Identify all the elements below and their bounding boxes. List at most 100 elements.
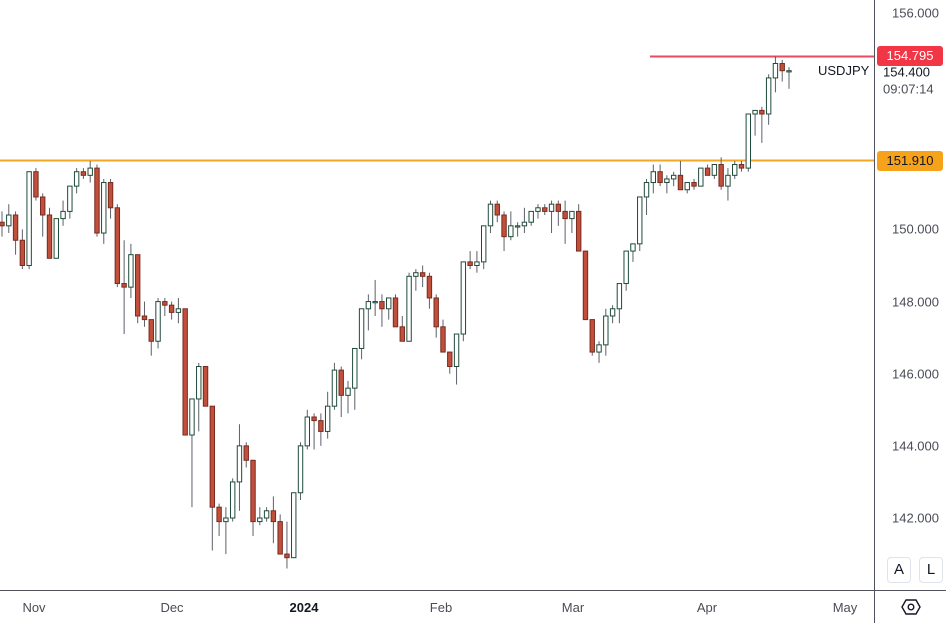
candle [399,316,405,342]
price-tick: 150.000 [892,221,939,237]
candle [0,211,5,237]
candle [250,459,256,537]
candlestick-chart[interactable] [0,0,874,590]
candle [107,178,114,219]
candle [623,250,629,291]
candle [318,413,324,446]
candle [60,200,66,226]
candle [711,164,718,179]
candle [677,160,684,191]
auto-scale-button[interactable]: A [887,557,911,583]
log-scale-button[interactable]: L [919,557,943,583]
candle [148,319,154,356]
candle [189,398,195,508]
time-label: Dec [160,600,184,615]
candle [670,171,677,187]
candle [440,319,446,353]
candle [216,503,222,537]
candle [718,157,724,190]
price-tick: 148.000 [892,294,939,310]
candle [80,168,87,179]
candle [379,294,385,327]
candle [453,333,460,385]
candle [589,319,595,356]
candle [657,164,663,187]
candle [257,507,263,526]
candle [548,200,555,234]
candle [487,200,494,234]
candle [582,250,589,321]
candle [650,164,657,194]
candle [447,351,453,374]
candle [752,109,758,136]
time-label: 2024 [289,600,319,615]
last-price-label: 154.400 [883,64,930,80]
candle [745,113,751,172]
candle [263,507,270,522]
symbol-label: USDJPY [818,63,870,78]
candle [19,229,26,270]
time-axis[interactable]: Nov Dec 2024 Feb Mar Apr May [0,590,874,623]
candle [6,204,12,234]
candle [297,442,304,500]
candle [616,283,623,324]
candle [609,305,616,324]
price-tick: 144.000 [892,438,939,454]
candle [555,200,562,226]
candle [738,160,745,172]
candle [40,193,46,237]
candle [33,168,39,201]
candle [291,492,297,559]
candle [324,391,331,439]
candle [67,185,73,219]
candle [229,478,236,522]
candle [433,294,439,338]
candle [691,178,697,190]
candle [406,272,412,342]
candle [664,175,670,194]
candle [134,254,141,324]
price-tick: 146.000 [892,366,939,382]
candle [596,341,602,363]
candle [467,251,473,270]
candle [786,67,792,89]
candle [338,366,344,417]
candle [528,210,534,226]
candle [562,200,568,244]
candle [358,308,365,360]
candle [494,200,500,223]
candle [277,514,283,555]
candle [630,243,636,262]
candle [331,362,338,410]
candle [202,366,209,407]
candle [643,178,650,215]
candle [121,240,127,335]
candle [162,297,168,316]
candle [474,251,480,273]
price-tick: 156.000 [892,5,939,21]
candle [569,210,575,234]
candle [514,222,521,237]
candle [732,160,738,179]
candle [759,106,765,143]
candle [345,380,351,414]
candle [101,178,107,244]
candle [223,507,229,555]
chart-settings-corner[interactable] [874,590,946,623]
candle [460,261,467,342]
price-axis[interactable]: 156.000 150.000 148.000 146.000 144.000 142.0… [874,0,946,590]
candle [196,362,202,432]
settings-hexagon-icon[interactable] [901,597,921,617]
candle [87,160,93,183]
time-label: Mar [561,600,585,615]
candle [270,496,277,544]
candle [243,442,249,468]
candle [175,297,182,324]
candle [26,171,32,270]
candle [765,74,772,125]
candle [114,204,121,288]
price-tick: 142.000 [892,510,939,526]
candle [779,59,785,82]
candle [501,211,507,252]
high-price-badge: 154.795 [877,46,943,67]
